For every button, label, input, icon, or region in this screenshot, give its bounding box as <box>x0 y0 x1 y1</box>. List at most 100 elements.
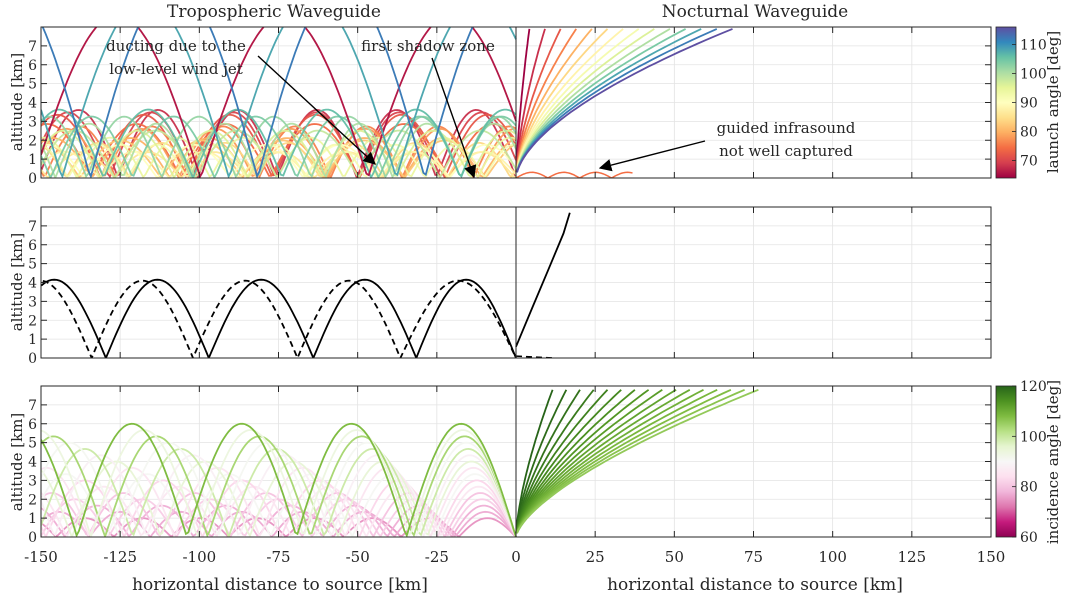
colorbar-incidence-angle-bar <box>995 385 1017 538</box>
ray-noct-1 <box>515 389 568 534</box>
y-tick-label: 0 <box>28 530 37 546</box>
colorbar-tick-label: 120 <box>1020 379 1047 395</box>
y-tick-label: 6 <box>28 238 37 254</box>
y-tick-label: 2 <box>28 133 37 149</box>
ray-incidence-10 <box>41 454 517 537</box>
ray-noct-3 <box>515 389 595 534</box>
panel-top: 0 1 2 3 4 5 6 7 <box>28 26 992 187</box>
ray-incidence-7 <box>41 473 517 537</box>
annotation-shadow-zone: first shadow zone <box>361 37 495 179</box>
annotation-shadow-zone-arrow <box>431 57 477 179</box>
ray-noct-84 <box>515 28 609 173</box>
axes-mid: 0 1 2 3 4 5 6 7 <box>28 206 992 367</box>
annotation-guided-arrow <box>598 140 706 172</box>
y-tick-label: 5 <box>28 257 37 273</box>
ray-noct-5 <box>515 389 622 534</box>
x-tick-label: -50 <box>346 548 370 566</box>
x-tick-label: -100 <box>182 548 216 566</box>
colorbar-tick-label: 100 <box>1020 429 1047 445</box>
y-tick-label: 3 <box>28 473 37 489</box>
ray-noct-68 <box>515 28 546 173</box>
x-tick-label: 150 <box>977 548 1006 566</box>
ray-incidence-14 <box>41 429 517 537</box>
ray-noct-76 <box>515 28 577 173</box>
x-tick-label: 75 <box>744 548 763 566</box>
annotation-guided-line2: not well captured <box>719 142 853 160</box>
y-tick-label: 3 <box>28 114 37 130</box>
colorbar-tick-label: 80 <box>1020 480 1038 496</box>
ray-solid <box>41 278 517 358</box>
ray-escape <box>515 212 571 348</box>
x-tick-label: -25 <box>425 548 449 566</box>
ray-escape-108 <box>41 27 517 178</box>
x-tick-label: 0 <box>511 548 521 566</box>
y-tick-label: 4 <box>28 455 37 471</box>
ray-dashed <box>42 279 517 358</box>
ray-noct-4 <box>515 389 609 534</box>
colorbar-tick-label: 90 <box>1020 96 1038 112</box>
ylabel-top: altitude [km] <box>8 53 26 152</box>
ray-launch-104 <box>41 115 517 178</box>
annotation-ducting-arrow <box>257 55 376 165</box>
panel-middle: 0 1 2 3 4 5 6 7 <box>28 206 992 367</box>
axes-bot: 0 1 2 3 4 5 6 7 <box>28 385 992 546</box>
annotation-ducting: ducting due to the low-level wind jet <box>106 37 376 165</box>
colorbar-tick-label: 70 <box>1020 154 1038 170</box>
y-tick-label: 1 <box>28 152 37 168</box>
y-tick-label: 7 <box>28 219 37 235</box>
y-tick-label: 5 <box>28 77 37 93</box>
colorbar-launch-angle-label: launch angle [deg] <box>1044 31 1062 173</box>
plot-area-bot <box>41 388 759 537</box>
x-tick-label: -75 <box>266 548 290 566</box>
ray-noct-72 <box>515 28 562 173</box>
y-tick-label: 3 <box>28 294 37 310</box>
y-tick-label: 2 <box>28 492 37 508</box>
xlabel-left: horizontal distance to source [km] <box>132 575 428 595</box>
ray-escape-112 <box>41 27 474 178</box>
colorbar-launch-angle: 70 80 90 100 110 launch angle [deg] <box>995 26 1062 179</box>
ray-noct-0 <box>515 389 554 534</box>
ray-noct-10 <box>515 389 691 534</box>
plot-area-mid <box>41 212 571 358</box>
ray-noct-2 <box>515 389 581 534</box>
y-tick-label: 7 <box>28 398 37 414</box>
y-tick-label: 6 <box>28 58 37 74</box>
annotation-shadow-zone-text: first shadow zone <box>361 37 495 55</box>
ylabel-bottom: altitude [km] <box>8 413 26 512</box>
ray-noct-6 <box>515 389 636 534</box>
colorbar-incidence-angle: 60 80 100 120 incidence angle [deg] <box>995 379 1062 546</box>
colorbar-tick-label: 100 <box>1020 66 1047 82</box>
title-tropospheric: Tropospheric Waveguide <box>167 2 381 22</box>
xlabel-right: horizontal distance to source [km] <box>607 575 903 595</box>
ray-incidence-9 <box>41 460 517 537</box>
y-tick-label: 4 <box>28 276 37 292</box>
ray-launch-92 <box>41 143 517 178</box>
x-tick-label: 125 <box>898 548 927 566</box>
y-tick-label: 5 <box>28 436 37 452</box>
y-tick-label: 4 <box>28 96 37 112</box>
ray-guided <box>515 171 633 178</box>
x-tick-label: -125 <box>103 548 137 566</box>
colorbar-tick-label: 110 <box>1020 37 1047 53</box>
ray-launch-74 <box>41 123 517 178</box>
annotation-guided: guided infrasound not well captured <box>598 119 856 172</box>
ray-noct-7 <box>515 389 650 534</box>
ray-incidence-5 <box>41 485 517 537</box>
y-tick-label: 7 <box>28 39 37 55</box>
colorbar-tick-label: 80 <box>1020 125 1038 141</box>
y-tick-label: 6 <box>28 417 37 433</box>
colorbar-tick-label: 60 <box>1020 530 1038 546</box>
ray-incidence-15 <box>41 422 517 537</box>
title-nocturnal: Nocturnal Waveguide <box>662 2 848 22</box>
ray-noct-88 <box>515 28 624 173</box>
panel-bottom: 0 1 2 3 4 5 6 7 -150 -125 -100 -75 -50 -25 0 25 50 75 100 1… <box>24 385 1006 566</box>
y-tick-label: 1 <box>28 511 37 527</box>
annotation-guided-line1: guided infrasound <box>717 119 856 137</box>
ray-noct-64 <box>515 28 531 173</box>
ray-noct-15 <box>516 388 759 534</box>
y-tick-label: 2 <box>28 313 37 329</box>
ylabel-middle: altitude [km] <box>8 233 26 332</box>
ray-launch-106 <box>41 108 517 178</box>
y-tick-label: 0 <box>28 351 37 367</box>
